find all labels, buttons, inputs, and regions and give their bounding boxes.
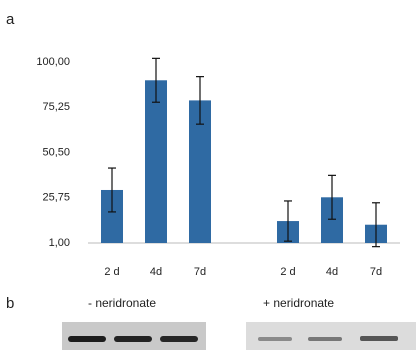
x-tick-label: 2 d: [280, 266, 295, 278]
panel-label: b: [6, 295, 14, 312]
x-tick-label: 4d: [326, 266, 338, 278]
blot-band: [258, 337, 292, 341]
y-tick-label: 1,00: [49, 237, 70, 249]
blot-band: [114, 336, 152, 342]
x-tick-label: 7d: [194, 266, 206, 278]
bar: [145, 80, 167, 243]
blot-band: [68, 336, 106, 342]
x-tick-label: 4d: [150, 266, 162, 278]
blot-band: [160, 336, 198, 342]
x-tick-label: 2 d: [104, 266, 119, 278]
blot-band: [360, 336, 398, 341]
y-tick-label: 75,25: [42, 101, 70, 113]
y-tick-label: 50,50: [42, 146, 70, 158]
panel-label: a: [6, 11, 15, 28]
blot-label: + neridronate: [263, 296, 334, 310]
blot-label: - neridronate: [88, 296, 156, 310]
x-tick-label: 7d: [370, 266, 382, 278]
blot-band: [308, 337, 342, 341]
y-tick-label: 25,75: [42, 192, 70, 204]
figure: a b - neridronate + neridronate 1,00 25,7…: [0, 0, 420, 350]
y-tick-label: 100,00: [36, 56, 70, 68]
